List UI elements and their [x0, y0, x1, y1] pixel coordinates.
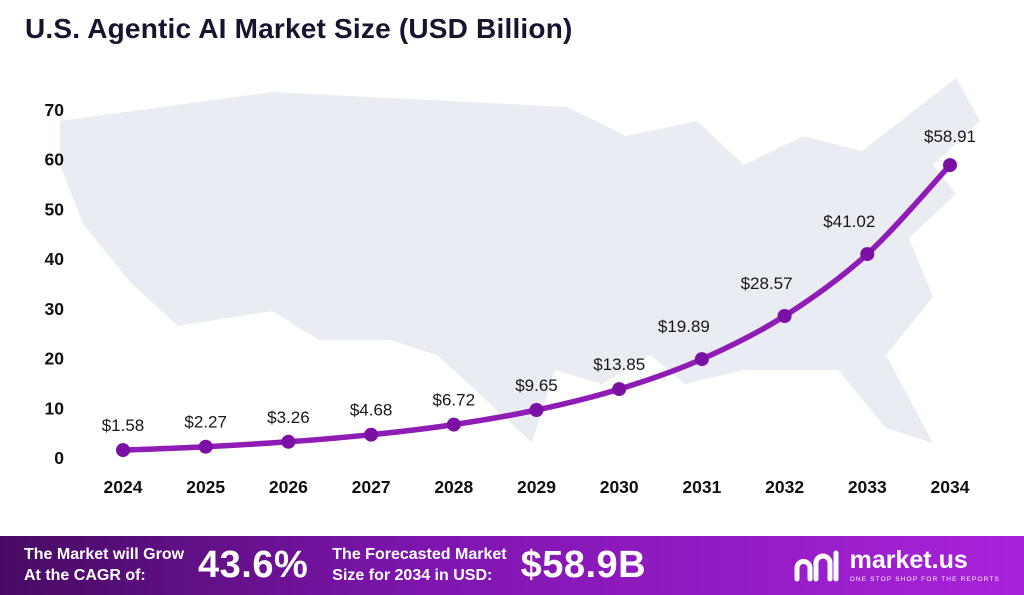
- x-tick-label: 2027: [352, 477, 391, 497]
- y-tick-label: 50: [45, 199, 65, 219]
- data-labels: $1.58 $2.27 $3.26 $4.68 $6.72 $9.65 $13.85 $19.…: [102, 127, 976, 435]
- data-label: $6.72: [433, 391, 476, 410]
- page-title: U.S. Agentic AI Market Size (USD Billion…: [25, 13, 573, 44]
- logo-name: market.us: [849, 546, 968, 574]
- y-tick-label: 10: [45, 398, 65, 418]
- data-points: [116, 158, 957, 458]
- data-point: [446, 417, 461, 432]
- data-label: $41.02: [823, 212, 875, 231]
- data-label: $1.58: [102, 416, 145, 435]
- data-point: [860, 247, 875, 262]
- data-point: [694, 352, 709, 367]
- x-tick-label: 2029: [517, 477, 556, 497]
- data-point: [777, 309, 792, 323]
- y-tick-label: 20: [45, 349, 65, 369]
- y-tick-label: 0: [54, 448, 64, 468]
- y-tick-label: 40: [45, 249, 65, 269]
- data-label: $19.89: [658, 317, 710, 336]
- x-tick-label: 2030: [600, 477, 639, 497]
- cagr-label: The Market will Grow At the CAGR of:: [24, 545, 184, 587]
- x-tick-label: 2034: [931, 477, 970, 497]
- data-point: [281, 434, 296, 449]
- logo-text: market.us ONE STOP SHOP FOR THE REPORTS: [849, 546, 1000, 584]
- x-tick-label: 2033: [848, 477, 887, 497]
- data-point: [364, 427, 379, 442]
- data-point: [943, 158, 957, 173]
- x-tick-label: 2025: [186, 477, 225, 497]
- cagr-label-line2: At the CAGR of:: [24, 566, 146, 584]
- data-point: [612, 382, 627, 397]
- market-us-logo-icon: [794, 550, 839, 581]
- data-label: $58.91: [924, 127, 976, 146]
- y-axis-labels: 0 10 20 30 40 50 60 70: [45, 100, 65, 468]
- forecast-label-line1: The Forecasted Market: [332, 545, 507, 563]
- x-tick-label: 2024: [104, 477, 143, 497]
- chart-region: 0 10 20 30 40 50 60 70 2024 2025 2026 2027 2028 2029…: [0, 55, 1024, 533]
- x-tick-label: 2026: [269, 477, 308, 497]
- y-tick-label: 30: [45, 299, 65, 319]
- data-label: $28.57: [741, 274, 793, 293]
- x-axis-labels: 2024 2025 2026 2027 2028 2029 2030 2031 2032 2033…: [104, 477, 970, 497]
- y-tick-label: 60: [45, 150, 65, 170]
- market-us-logo: market.us ONE STOP SHOP FOR THE REPORTS: [792, 547, 1000, 585]
- x-tick-label: 2032: [765, 477, 804, 497]
- forecast-label-line2: Size for 2034 in USD:: [332, 566, 493, 584]
- cagr-value: 43.6%: [198, 544, 309, 586]
- forecast-value: $58.9B: [520, 544, 647, 586]
- us-map-silhouette: [60, 78, 980, 443]
- data-label: $4.68: [350, 401, 393, 420]
- x-tick-label: 2028: [434, 477, 473, 497]
- data-label: $9.65: [515, 376, 558, 395]
- footer-banner: The Market will Grow At the CAGR of: 43.…: [0, 536, 1024, 595]
- y-tick-label: 70: [45, 100, 65, 120]
- data-label: $13.85: [593, 355, 645, 374]
- cagr-label-line1: The Market will Grow: [24, 545, 185, 563]
- data-point: [198, 439, 213, 454]
- data-label: $3.26: [267, 408, 310, 427]
- x-tick-label: 2031: [682, 477, 721, 497]
- data-point: [529, 403, 544, 417]
- data-label: $2.27: [184, 413, 227, 432]
- forecast-label: The Forecasted Market Size for 2034 in U…: [332, 545, 506, 587]
- data-point: [116, 443, 130, 458]
- logo-tagline: ONE STOP SHOP FOR THE REPORTS: [849, 576, 1000, 583]
